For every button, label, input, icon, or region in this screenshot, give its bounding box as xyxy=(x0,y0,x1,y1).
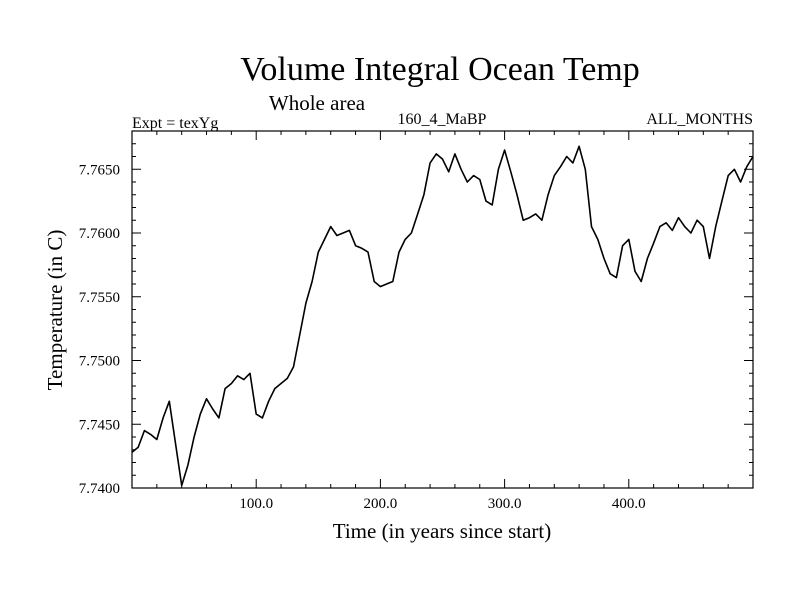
period-annotation: 160_4_MaBP xyxy=(398,111,487,128)
series-layer xyxy=(131,145,754,487)
expt-annotation: Expt = texYg xyxy=(132,115,218,132)
y-tick-label: 7.7500 xyxy=(79,354,120,370)
chart-subtitle: Whole area xyxy=(269,91,366,115)
y-tick-label: 7.7600 xyxy=(79,226,120,242)
x-tick-label: 300.0 xyxy=(488,496,522,512)
x-axis: 100.0 200.0 300.0 400.0 xyxy=(156,131,729,512)
y-axis: 7.7400 7.7450 7.7500 7.7550 7.7600 7.7650 xyxy=(79,143,753,497)
x-tick-label: 400.0 xyxy=(612,496,646,512)
y-axis-label: Temperature (in C) xyxy=(43,230,67,391)
y-tick-label: 7.7550 xyxy=(79,290,120,306)
x-tick-label: 100.0 xyxy=(239,496,273,512)
series-line xyxy=(131,145,754,487)
y-tick-label: 7.7400 xyxy=(79,481,120,497)
x-tick-label: 200.0 xyxy=(364,496,398,512)
months-annotation: ALL_MONTHS xyxy=(646,111,753,128)
chart-title: Volume Integral Ocean Temp xyxy=(240,51,640,88)
y-tick-label: 7.7450 xyxy=(79,417,120,433)
y-tick-label: 7.7650 xyxy=(79,162,120,178)
plot-frame xyxy=(131,130,754,489)
x-axis-label: Time (in years since start) xyxy=(333,519,552,543)
